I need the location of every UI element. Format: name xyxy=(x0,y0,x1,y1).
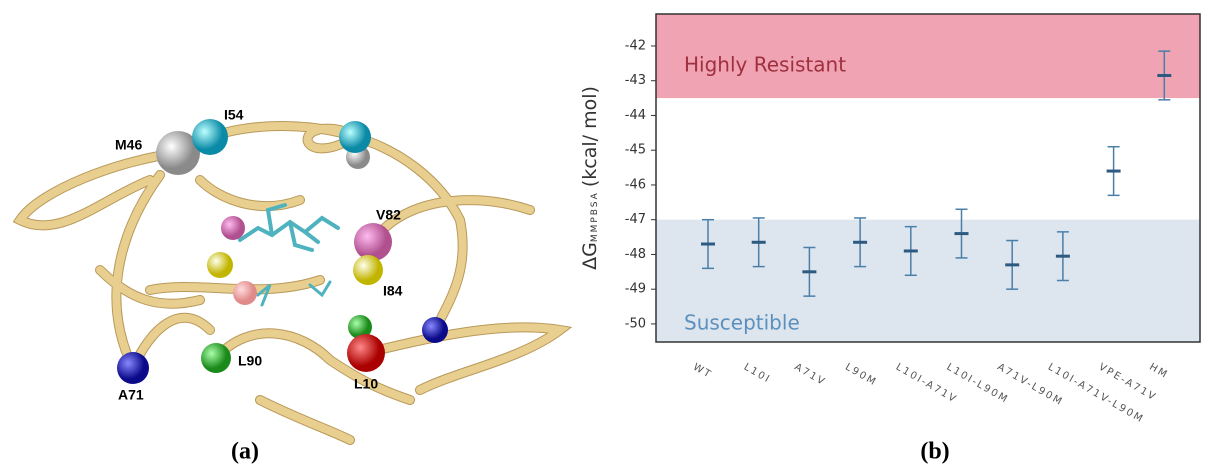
y-tick-label: -46 xyxy=(625,177,646,192)
x-tick-label: WT xyxy=(691,362,714,382)
region-label: Susceptible xyxy=(684,311,800,335)
figure: I54 M46 V82 I84 L90 A71 L10 (a) (b) ΔGMM… xyxy=(0,0,1205,468)
residue-label: L10 xyxy=(354,376,378,392)
residue-label: I84 xyxy=(383,283,403,299)
x-tick-label: L10I xyxy=(742,362,773,386)
y-tick-label: -47 xyxy=(625,212,646,227)
y-tick-label: -44 xyxy=(625,108,646,123)
y-label-symbol: ΔG xyxy=(579,242,601,270)
y-label-subscript: MMPBSA xyxy=(590,191,600,242)
y-tick-label: -48 xyxy=(625,247,646,262)
residue-label: A71 xyxy=(118,387,144,403)
y-axis-label: ΔGMMPBSA (kcal/ mol) xyxy=(579,86,601,270)
region-label: Highly Resistant xyxy=(684,53,846,77)
x-tick-label: L10I-A71V-L90M xyxy=(1046,362,1146,426)
residue-label: L90 xyxy=(238,353,262,369)
panel-caption: (b) xyxy=(920,439,949,465)
residue-label: V82 xyxy=(376,207,401,223)
y-tick-label: -43 xyxy=(625,73,646,88)
protein-ribbon xyxy=(20,126,560,440)
residue-label: I54 xyxy=(224,107,244,123)
x-tick-label: L90M xyxy=(843,362,879,389)
y-tick-label: -45 xyxy=(625,143,646,158)
plot: Highly Resistant Susceptible -42 -43 -44 -45 -… xyxy=(625,14,1200,426)
x-tick-label: HM xyxy=(1147,362,1170,382)
y-tick-label: -49 xyxy=(625,282,646,297)
y-tick-label: -50 xyxy=(625,316,646,331)
x-tick-label: A71V xyxy=(792,362,827,389)
residue-label: M46 xyxy=(115,137,142,153)
y-tick-label: -42 xyxy=(625,38,646,53)
y-label-unit: (kcal/ mol) xyxy=(579,86,601,187)
panel-caption: (a) xyxy=(231,439,259,465)
